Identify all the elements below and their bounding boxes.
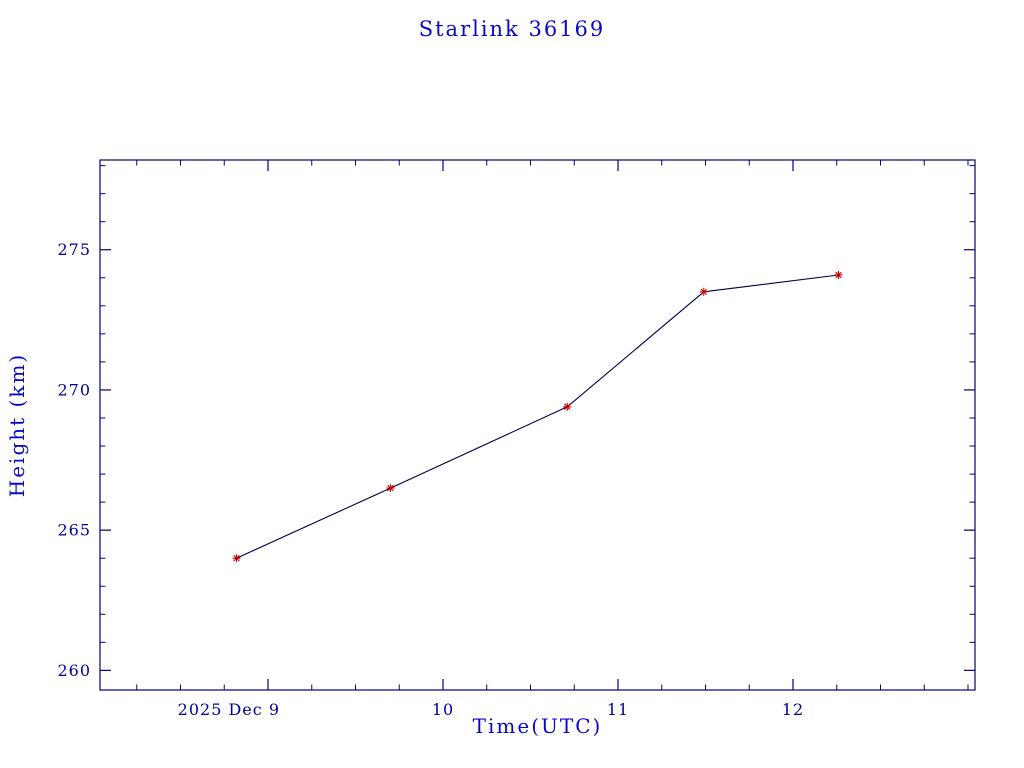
x-tick-label: 2025 Dec 9 — [178, 700, 280, 719]
plot-frame — [99, 159, 976, 691]
data-point-marker — [699, 287, 708, 296]
x-tick-label: 11 — [607, 700, 629, 719]
y-tick-label: 265 — [57, 521, 91, 540]
x-axis-label: Time(UTC) — [472, 714, 603, 738]
data-series-line — [236, 274, 839, 559]
y-tick-label: 260 — [57, 661, 91, 680]
data-point-marker — [386, 484, 395, 493]
x-tick-label: 10 — [432, 700, 454, 719]
y-tick-label: 270 — [57, 380, 91, 399]
y-axis-label: Height (km) — [5, 352, 29, 498]
data-point-marker — [563, 402, 572, 411]
data-point-marker — [834, 270, 843, 279]
y-tick-label: 275 — [57, 240, 91, 259]
data-point-marker — [232, 554, 241, 563]
chart-title: Starlink 36169 — [418, 17, 606, 41]
x-tick-label: 12 — [782, 700, 804, 719]
